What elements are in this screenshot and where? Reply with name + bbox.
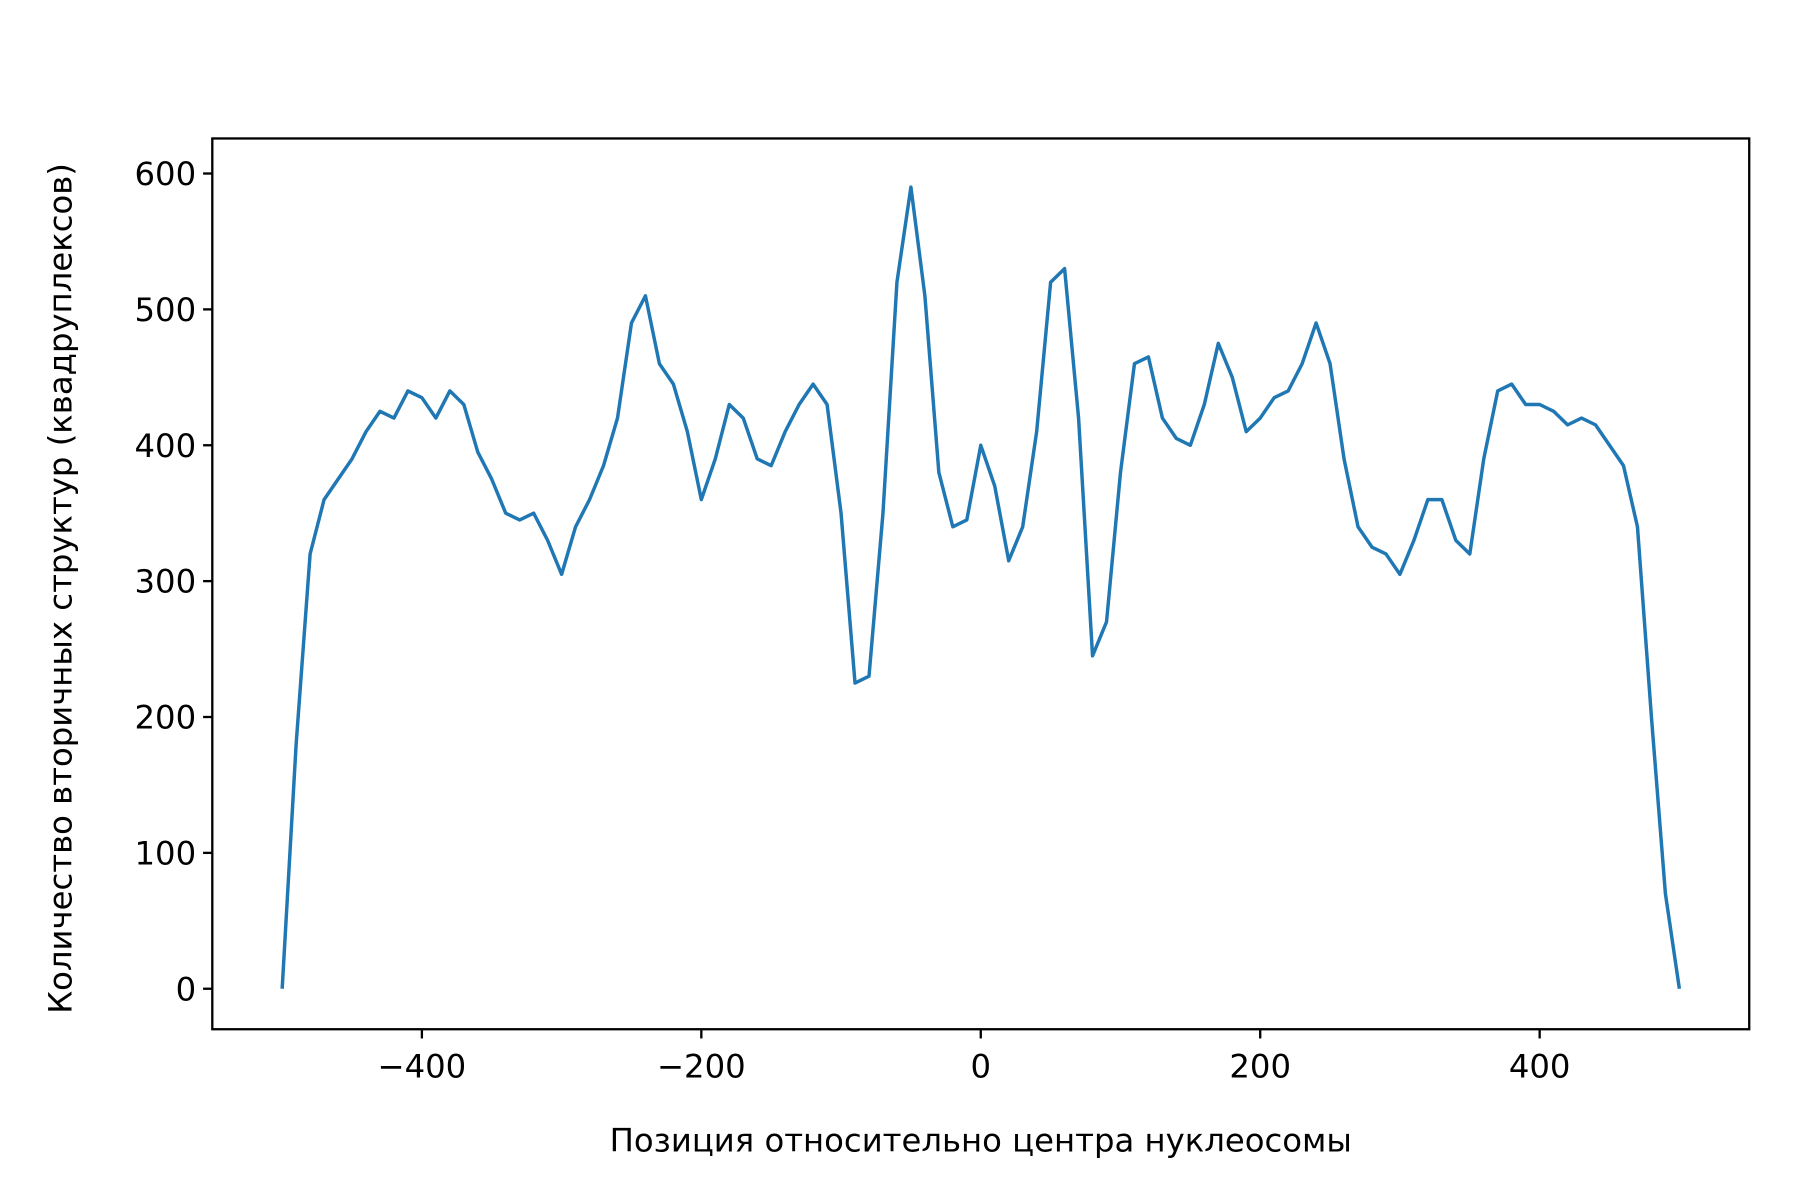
y-tick-label: 0 (176, 970, 197, 1008)
x-tick-label: 400 (1509, 1048, 1571, 1086)
y-tick-label: 600 (134, 155, 196, 193)
x-tick-label: −400 (378, 1048, 467, 1086)
y-tick-label: 500 (134, 291, 196, 329)
x-tick-label: 0 (970, 1048, 991, 1086)
y-tick-label: 300 (134, 563, 196, 601)
plot-frame (211, 137, 1751, 1031)
y-axis-label: Количество вторичных структур (квадрупле… (42, 163, 80, 1014)
x-tick-label: −200 (657, 1048, 746, 1086)
y-tick-label: 100 (134, 834, 196, 872)
y-tick-label: 400 (134, 427, 196, 465)
line (280, 185, 1682, 989)
y-tick-label: 200 (134, 699, 196, 737)
x-axis-label: Позиция относительно центра нуклеосомы (610, 1122, 1352, 1160)
x-tick-label: 200 (1229, 1048, 1291, 1086)
